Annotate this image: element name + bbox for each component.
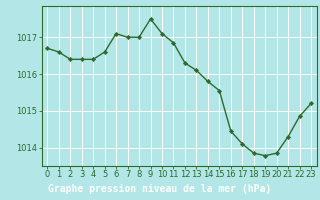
Text: Graphe pression niveau de la mer (hPa): Graphe pression niveau de la mer (hPa) [48, 184, 272, 194]
